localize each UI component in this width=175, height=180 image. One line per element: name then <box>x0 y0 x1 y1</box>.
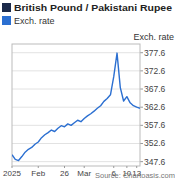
y-tick-label: 367.6 <box>144 84 166 94</box>
x-tick-label: 2025 <box>3 169 21 178</box>
y-tick-label: 357.6 <box>144 120 166 130</box>
x-tick-label: Feb <box>31 169 45 178</box>
title: British Pound / Pakistani Rupee <box>14 2 172 13</box>
grid-line <box>12 52 140 53</box>
y-tick-label: 347.6 <box>144 157 166 167</box>
x-tick <box>12 166 13 168</box>
title-icon <box>2 3 11 12</box>
legend-label: Exch. rate <box>14 16 55 26</box>
grid-line <box>12 161 140 162</box>
chart-root: British Pound / Pakistani Rupee Exch. rat… <box>0 0 175 180</box>
y-tick-label: 352.6 <box>144 138 166 148</box>
x-tick <box>64 166 65 168</box>
y-tick-label: 372.6 <box>144 66 166 76</box>
x-tick <box>113 166 114 168</box>
grid-line <box>12 125 140 126</box>
x-tick <box>136 166 137 168</box>
y-tick-label: 377.6 <box>144 48 166 58</box>
grid-line <box>12 143 140 144</box>
y-axis-title: Exch. rate <box>133 32 174 42</box>
x-tick <box>126 166 127 168</box>
x-tick <box>84 166 85 168</box>
chart: British Pound / Pakistani Rupee Exch. rat… <box>0 0 175 180</box>
x-tick-label: 26 <box>60 169 69 178</box>
plot-frame <box>12 44 140 166</box>
grid-line <box>12 70 140 71</box>
plot-area <box>12 53 140 160</box>
y-tick-label: 362.6 <box>144 102 166 112</box>
source: Source: Chartoasis.com <box>95 171 175 180</box>
grid-line <box>12 107 140 108</box>
x-tick <box>38 166 39 168</box>
x-tick-label: Mar <box>77 169 91 178</box>
legend-swatch <box>2 16 11 25</box>
series-line <box>12 53 140 160</box>
